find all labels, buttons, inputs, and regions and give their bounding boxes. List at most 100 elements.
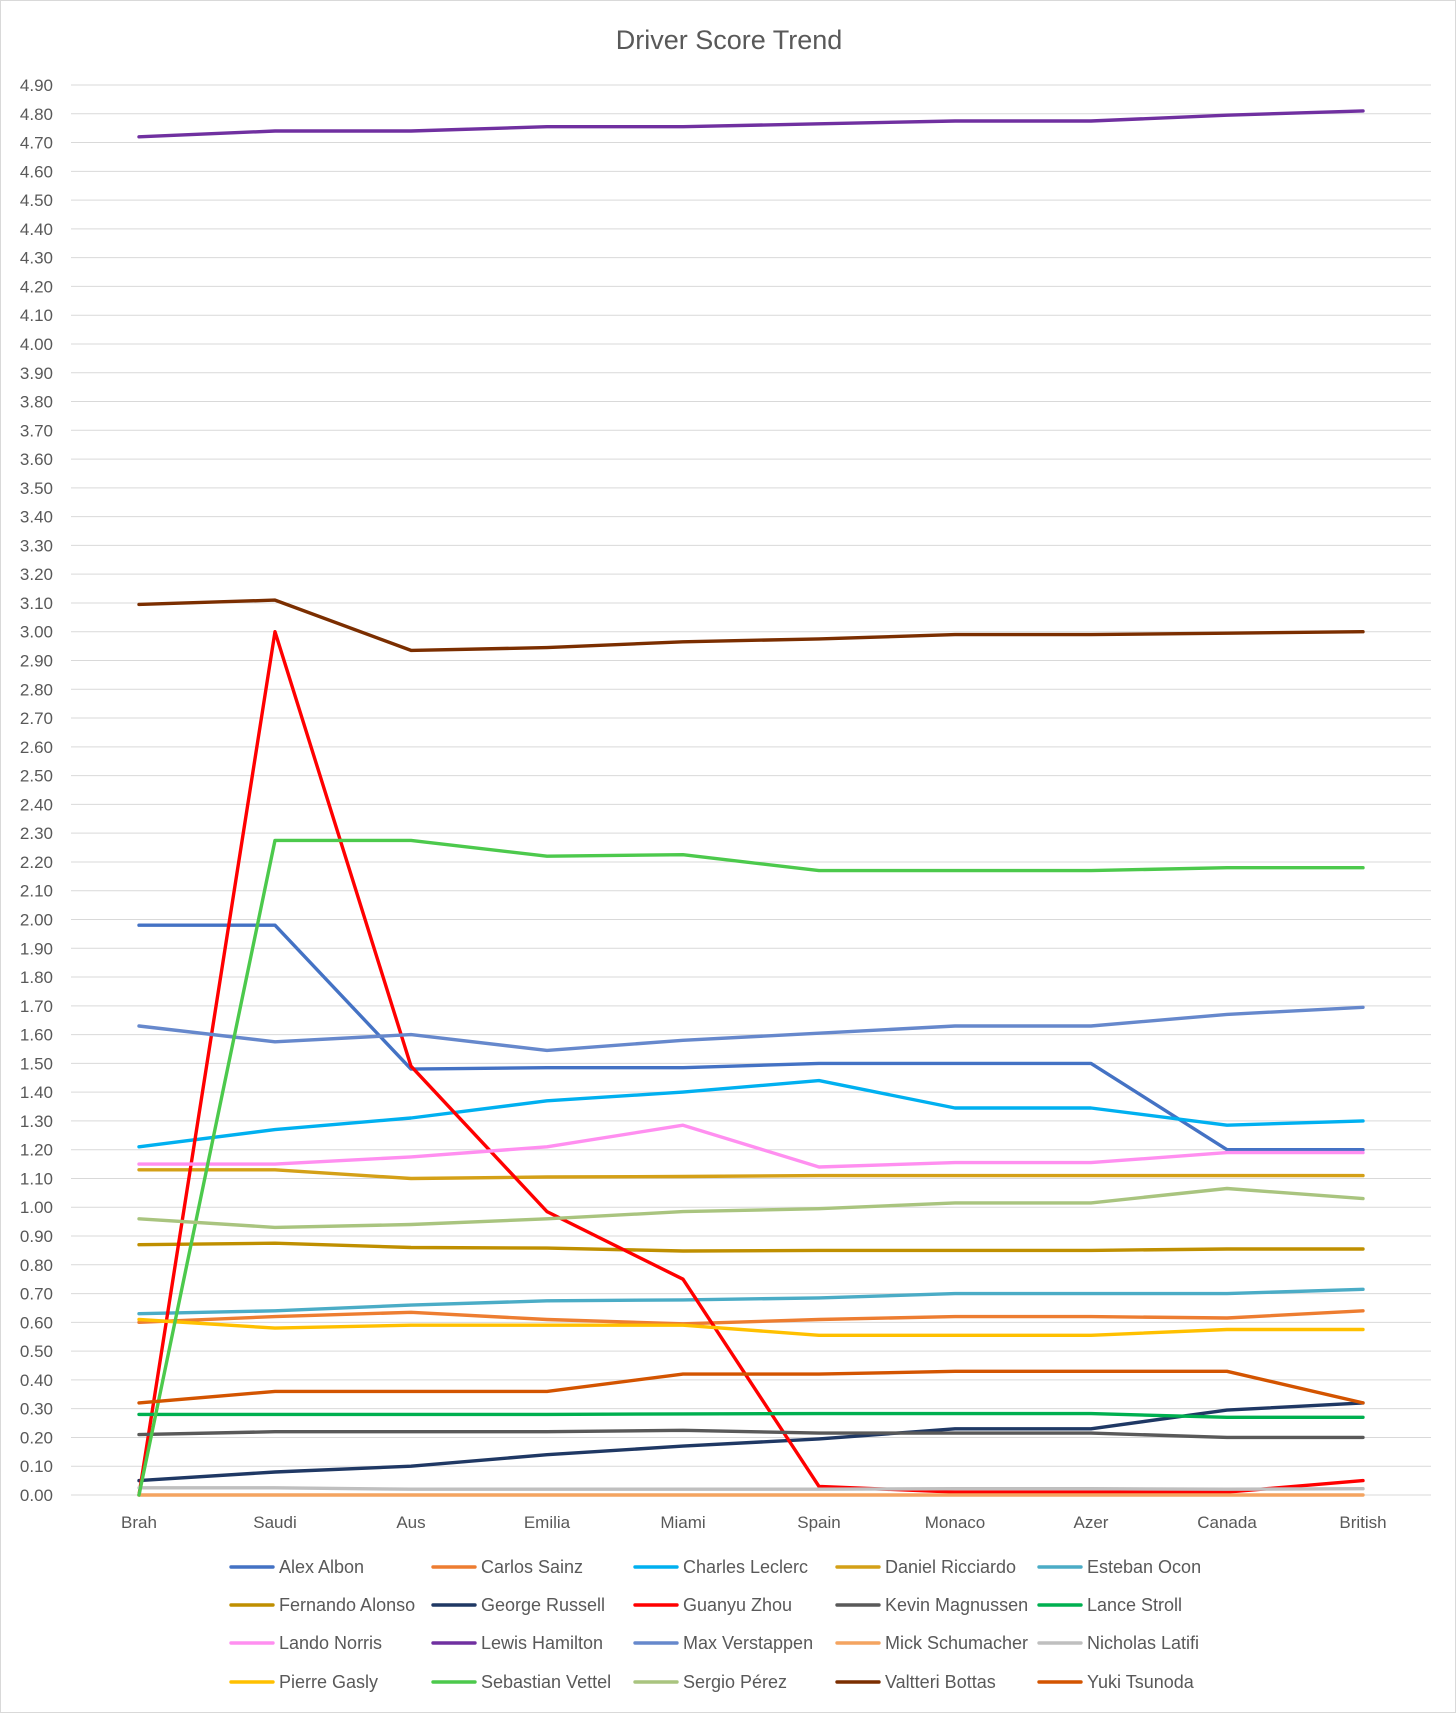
legend-label: Mick Schumacher (885, 1633, 1028, 1653)
y-tick-label: 1.90 (20, 939, 53, 958)
y-tick-label: 2.30 (20, 824, 53, 843)
series-line-valtteri-bottas (137, 598, 1365, 653)
x-tick-label: Azer (1074, 1513, 1109, 1532)
y-tick-label: 3.30 (20, 536, 53, 555)
y-tick-label: 0.50 (20, 1342, 53, 1361)
x-tick-label: British (1339, 1513, 1386, 1532)
y-tick-label: 2.70 (20, 709, 53, 728)
legend-label: Sergio Pérez (683, 1672, 787, 1692)
legend-label: Nicholas Latifi (1087, 1633, 1199, 1653)
x-tick-label: Saudi (253, 1513, 296, 1532)
x-tick-label: Miami (660, 1513, 705, 1532)
series-lines (137, 109, 1365, 1497)
y-tick-label: 1.30 (20, 1112, 53, 1131)
y-tick-label: 4.70 (20, 134, 53, 153)
y-tick-label: 4.60 (20, 162, 53, 181)
series-line-lance-stroll (137, 1411, 1365, 1420)
y-tick-label: 4.50 (20, 191, 53, 210)
series-line-sebastian-vettel (137, 838, 1365, 1497)
series-line-charles-leclerc (137, 1078, 1365, 1149)
y-tick-label: 1.70 (20, 997, 53, 1016)
series-line-nicholas-latifi (137, 1486, 1365, 1491)
y-tick-label: 1.80 (20, 968, 53, 987)
x-tick-label: Brah (121, 1513, 157, 1532)
legend-label: Guanyu Zhou (683, 1595, 792, 1615)
legend-label: Carlos Sainz (481, 1557, 583, 1577)
series-line-fernando-alonso (137, 1241, 1365, 1253)
y-tick-label: 2.20 (20, 853, 53, 872)
series-line-lando-norris (137, 1123, 1365, 1169)
x-tick-label: Canada (1197, 1513, 1257, 1532)
legend-label: George Russell (481, 1595, 605, 1615)
y-tick-label: 3.00 (20, 623, 53, 642)
y-tick-label: 4.30 (20, 249, 53, 268)
legend-label: Sebastian Vettel (481, 1672, 611, 1692)
series-line-alex-albon (137, 923, 1365, 1152)
y-tick-label: 3.70 (20, 421, 53, 440)
y-tick-label: 3.10 (20, 594, 53, 613)
y-tick-label: 3.60 (20, 450, 53, 469)
y-tick-label: 2.90 (20, 652, 53, 671)
series-line-sergio-perez (137, 1186, 1365, 1230)
legend-label: Valtteri Bottas (885, 1672, 996, 1692)
y-tick-label: 1.20 (20, 1141, 53, 1160)
legend-label: Yuki Tsunoda (1087, 1672, 1195, 1692)
series-line-guanyu-zhou (137, 630, 1365, 1497)
legend-label: Fernando Alonso (279, 1595, 415, 1615)
series-line-lewis-hamilton (137, 109, 1365, 139)
x-tick-label: Spain (797, 1513, 840, 1532)
y-tick-label: 4.80 (20, 105, 53, 124)
y-tick-label: 1.10 (20, 1169, 53, 1188)
series-line-yuki-tsunoda (137, 1369, 1365, 1405)
legend-label: Kevin Magnussen (885, 1595, 1028, 1615)
series-line-max-verstappen (137, 1005, 1365, 1053)
y-tick-label: 0.80 (20, 1256, 53, 1275)
y-tick-label: 0.90 (20, 1227, 53, 1246)
y-axis-ticks: 0.00 0.10 0.20 0.30 0.40 0.50 0.60 0.70 0.80 0.90… (20, 76, 53, 1505)
y-tick-label: 4.20 (20, 277, 53, 296)
y-tick-label: 3.80 (20, 393, 53, 412)
y-tick-label: 1.50 (20, 1054, 53, 1073)
legend-label: Daniel Ricciardo (885, 1557, 1016, 1577)
legend-label: Alex Albon (279, 1557, 364, 1577)
y-tick-label: 0.70 (20, 1285, 53, 1304)
series-line-esteban-ocon (137, 1287, 1365, 1316)
legend-label: Max Verstappen (683, 1633, 813, 1653)
legend-label: Lando Norris (279, 1633, 382, 1653)
y-tick-label: 1.00 (20, 1198, 53, 1217)
series-line-carlos-sainz (137, 1309, 1365, 1326)
y-tick-label: 0.30 (20, 1400, 53, 1419)
y-tick-label: 0.20 (20, 1428, 53, 1447)
y-tick-label: 3.20 (20, 565, 53, 584)
legend-label: Charles Leclerc (683, 1557, 808, 1577)
y-tick-label: 2.80 (20, 680, 53, 699)
y-tick-label: 2.00 (20, 910, 53, 929)
y-tick-label: 3.40 (20, 508, 53, 527)
y-tick-label: 1.40 (20, 1083, 53, 1102)
y-tick-label: 2.10 (20, 882, 53, 901)
legend-label: Esteban Ocon (1087, 1557, 1201, 1577)
y-tick-label: 4.90 (20, 76, 53, 95)
series-line-daniel-ricciardo (137, 1168, 1365, 1181)
y-tick-label: 3.50 (20, 479, 53, 498)
x-tick-label: Monaco (925, 1513, 985, 1532)
x-axis-ticks: Brah Saudi Aus Emilia Miami Spain Monaco Azer Ca… (121, 1513, 1387, 1532)
series-line-george-russell (137, 1401, 1365, 1483)
y-tick-label: 2.50 (20, 767, 53, 786)
legend-label: Lewis Hamilton (481, 1633, 603, 1653)
y-tick-label: 0.60 (20, 1313, 53, 1332)
y-tick-label: 0.10 (20, 1457, 53, 1476)
y-tick-label: 4.40 (20, 220, 53, 239)
series-line-pierre-gasly (137, 1317, 1365, 1338)
y-tick-label: 4.10 (20, 306, 53, 325)
y-tick-label: 0.00 (20, 1486, 53, 1505)
x-tick-label: Emilia (524, 1513, 571, 1532)
grid-lines (71, 84, 1431, 1496)
y-tick-label: 2.40 (20, 795, 53, 814)
series-line-kevin-magnussen (137, 1428, 1365, 1440)
y-tick-label: 2.60 (20, 738, 53, 757)
y-tick-label: 4.00 (20, 335, 53, 354)
legend-label: Pierre Gasly (279, 1672, 378, 1692)
